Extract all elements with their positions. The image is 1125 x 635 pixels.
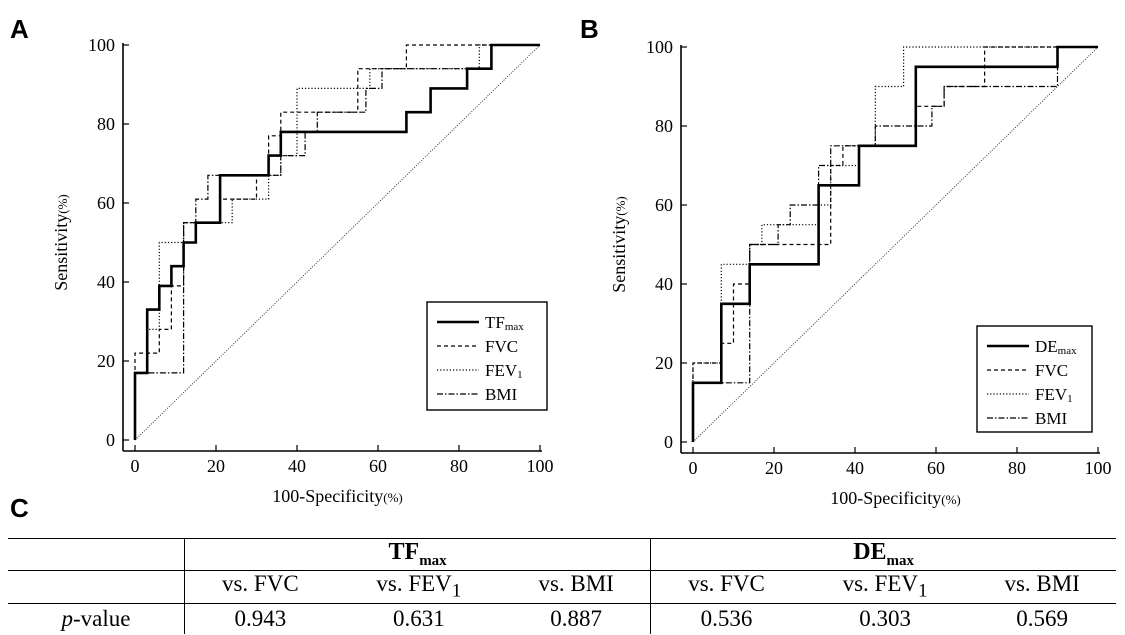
p-value-table: TFmax DEmax vs. FVC vs. FEV1 vs. BMI vs.…	[8, 538, 1116, 634]
group-header-sub: max	[886, 552, 915, 569]
roc-chart-b: 0 20 40 60 80 100 0 20 40 60 80 100 100-Specificity(…	[609, 37, 1112, 508]
table-cell: 0.887	[550, 605, 603, 631]
x-tick-label: 20	[765, 458, 783, 478]
table-cell: 0.569	[1016, 605, 1069, 631]
legend-label: FEV1	[485, 361, 523, 381]
y-tick-label: 40	[97, 272, 115, 292]
column-header: vs. FEV1	[801, 570, 969, 604]
column-header: vs. FVC	[183, 570, 336, 604]
legend-label: BMI	[485, 385, 517, 404]
x-tick-label: 100	[1085, 458, 1112, 478]
column-header: vs. BMI	[502, 570, 651, 604]
group-header-label: DE	[853, 539, 887, 566]
legend-box	[976, 325, 1093, 433]
reference-diagonal	[134, 44, 541, 441]
legend-label: FEV1	[1035, 385, 1073, 405]
y-tick-label: 0	[664, 432, 673, 452]
x-tick-label: 60	[927, 458, 945, 478]
table-corner-cell	[8, 538, 185, 571]
x-tick-label: 0	[131, 456, 140, 476]
x-axis-label: 100-Specificity(%)	[272, 486, 402, 506]
legend-label-sub: 1	[517, 369, 523, 381]
legend-box	[426, 301, 548, 411]
legend-label: FVC	[1035, 361, 1068, 380]
x-tick-label: 60	[369, 456, 387, 476]
x-tick-label: 40	[288, 456, 306, 476]
x-axis-unit: (%)	[941, 492, 961, 507]
group-header-tfmax: TFmax	[183, 538, 651, 571]
panel-label-c: C	[10, 493, 29, 523]
y-axis-label: Sensitivity(%)	[609, 196, 629, 293]
series-line-fev	[692, 46, 1098, 442]
y-tick-label: 60	[97, 193, 115, 213]
y-tick-label: 80	[97, 114, 115, 134]
table-cell: 0.536	[650, 603, 802, 634]
x-tick-label: 20	[207, 456, 225, 476]
roc-chart-a: 0 20 40 60 80 100 0 20 40 60 80 100 100-Specificity(…	[51, 35, 554, 506]
series-line-fev	[134, 44, 540, 440]
y-tick-label: 100	[88, 35, 115, 55]
column-header: vs. BMI	[968, 570, 1116, 604]
legend-label-sub: max	[505, 321, 524, 333]
panel-label-a: A	[10, 14, 29, 44]
legend-label-sub: max	[1058, 345, 1077, 357]
legend-label: BMI	[1035, 409, 1067, 428]
y-tick-label: 60	[655, 195, 673, 215]
group-header-label: TF	[388, 539, 420, 566]
x-tick-label: 0	[689, 458, 698, 478]
column-header: vs. FEV1	[335, 570, 503, 604]
x-tick-label: 40	[846, 458, 864, 478]
reference-diagonal	[692, 46, 1099, 443]
table-cell: 0.943	[183, 603, 336, 634]
x-tick-label: 80	[450, 456, 468, 476]
table-cell: 0.631	[393, 605, 445, 631]
y-tick-label: 100	[646, 37, 673, 57]
y-tick-label: 20	[97, 351, 115, 371]
x-tick-label: 100	[527, 456, 554, 476]
y-axis-unit: (%)	[55, 194, 70, 214]
table-cell: 0.303	[859, 605, 911, 631]
y-tick-label: 40	[655, 274, 673, 294]
column-header: vs. FVC	[650, 570, 802, 604]
group-header-demax: DEmax	[650, 538, 1116, 571]
series-line-bmi	[692, 46, 1098, 442]
group-header-sub: max	[419, 552, 447, 569]
legend-label: FVC	[485, 337, 518, 356]
table-empty-cell	[8, 570, 185, 604]
x-tick-label: 80	[1008, 458, 1026, 478]
y-tick-label: 20	[655, 353, 673, 373]
legend-label-sub: 1	[1067, 393, 1073, 405]
row-label-p-value: p-value	[61, 605, 131, 631]
series-line-bmi	[134, 44, 540, 440]
y-tick-label: 80	[655, 116, 673, 136]
y-tick-label: 0	[106, 430, 115, 450]
y-axis-unit: (%)	[613, 196, 628, 216]
x-axis-unit: (%)	[383, 490, 403, 505]
x-axis-label: 100-Specificity(%)	[830, 488, 960, 508]
y-axis-label: Sensitivity(%)	[51, 194, 71, 291]
panel-label-b: B	[580, 14, 599, 44]
